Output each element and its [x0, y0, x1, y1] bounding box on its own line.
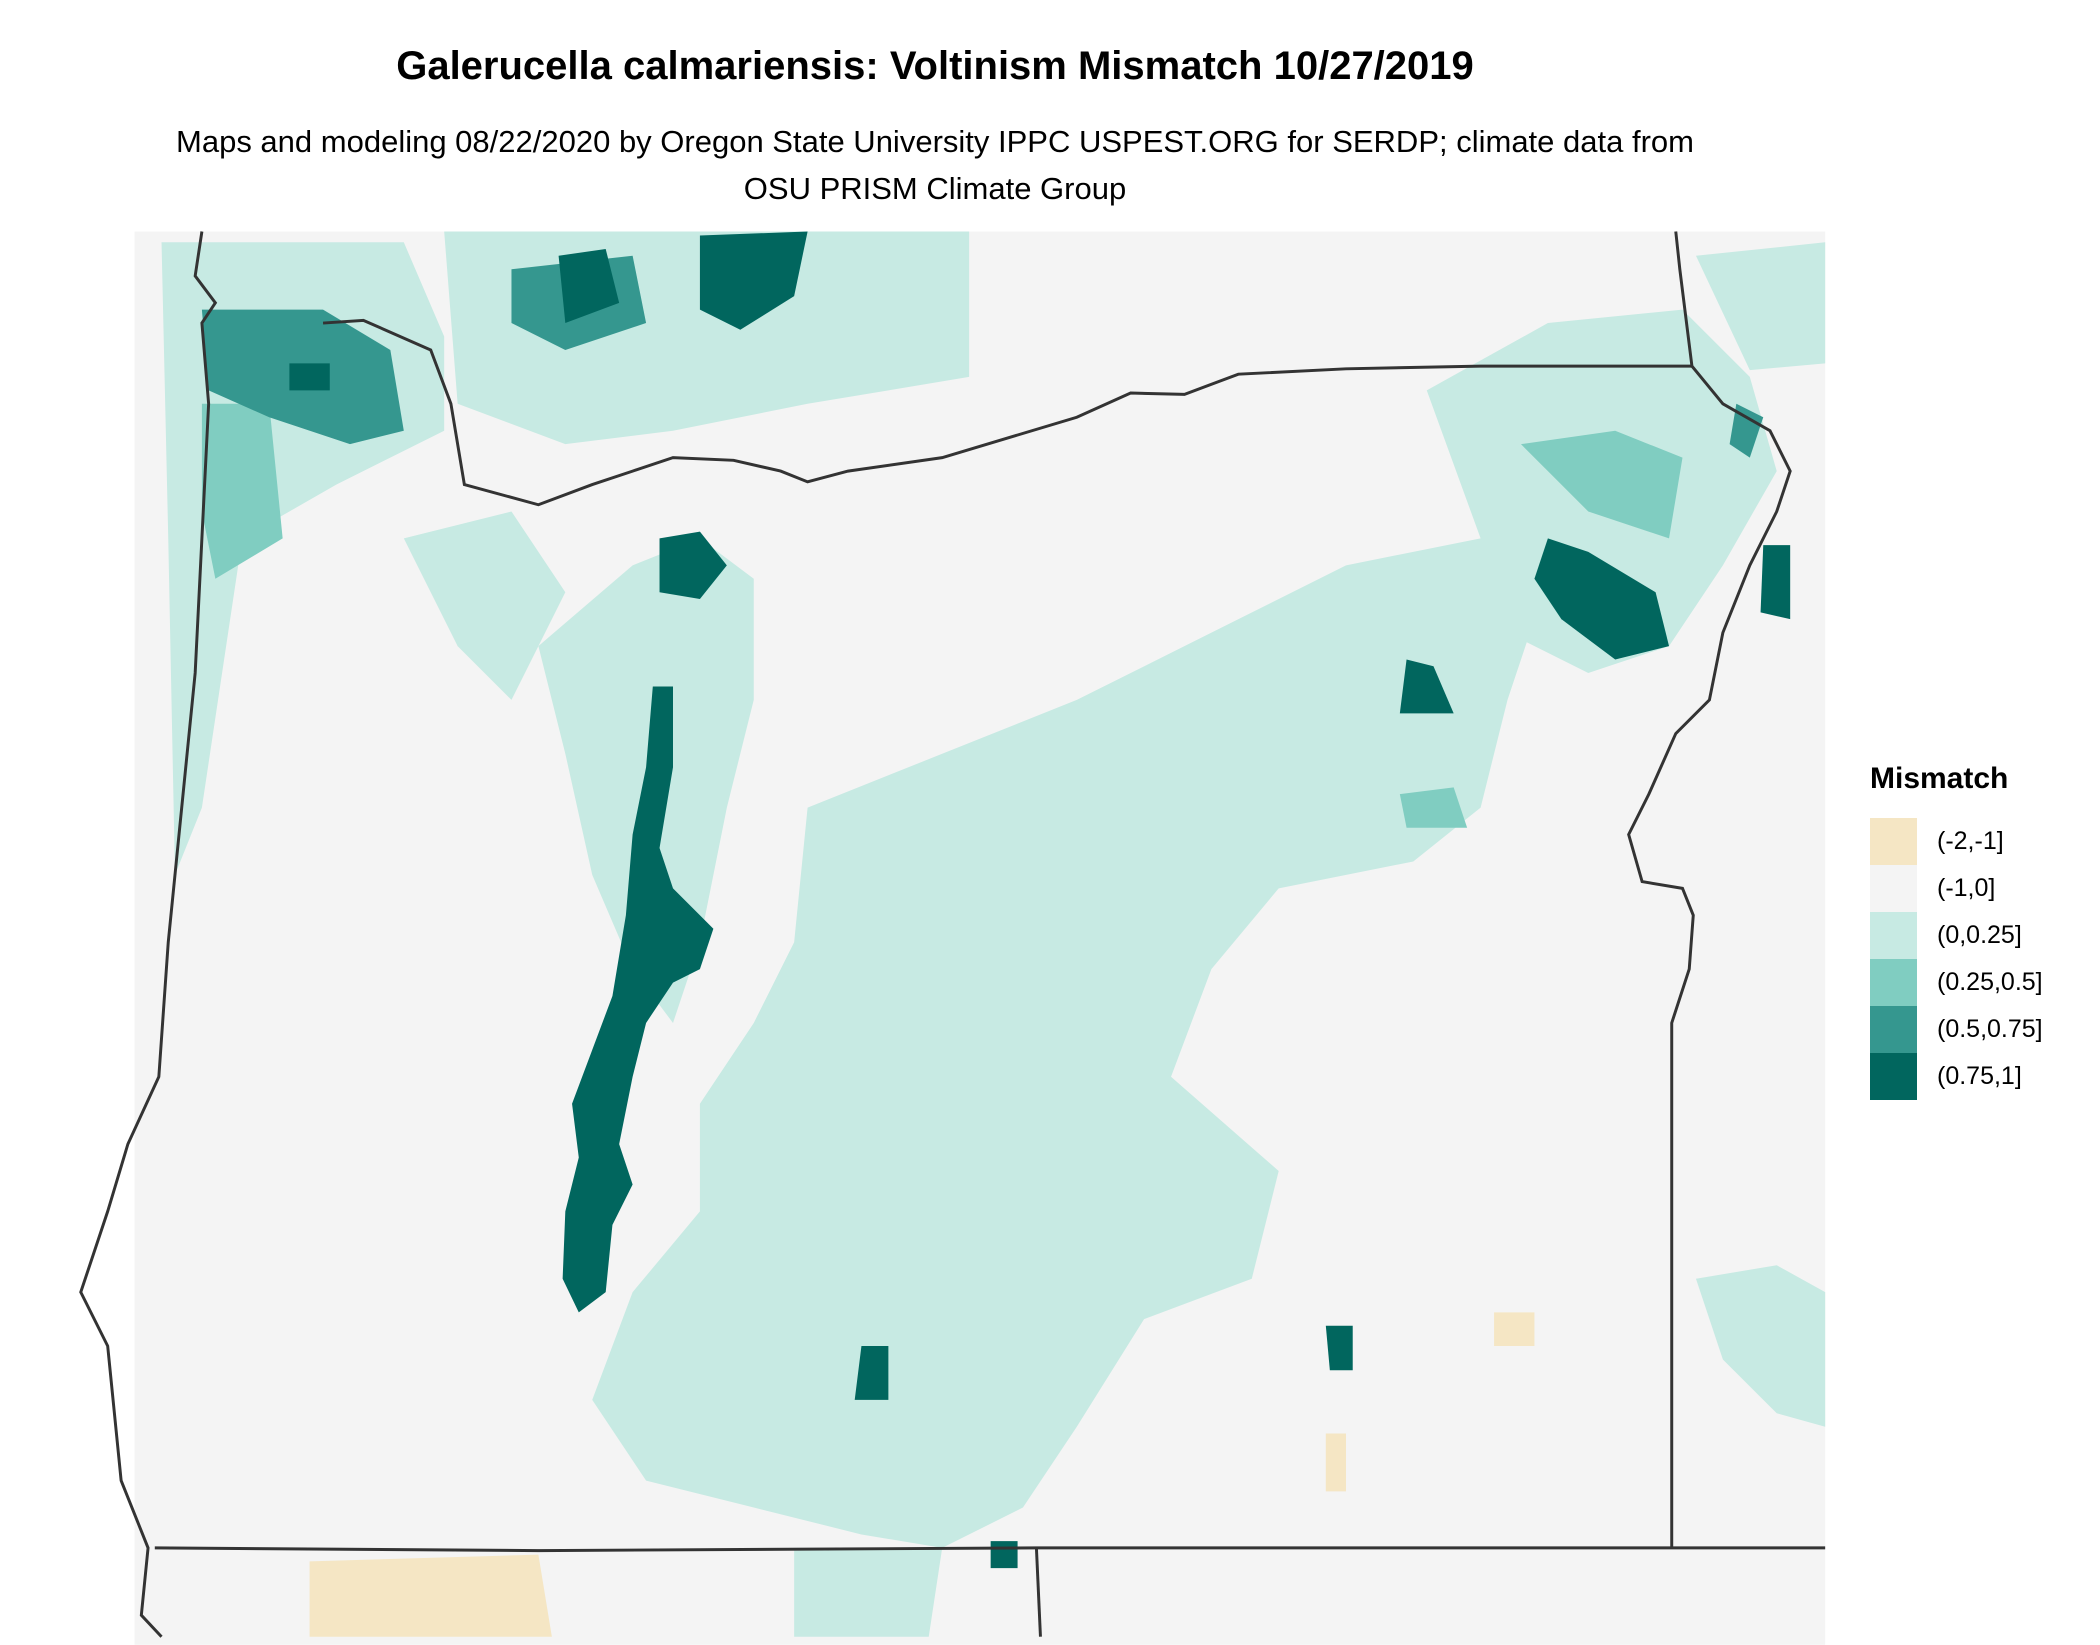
state-borders — [79, 231, 1826, 1638]
legend-swatch — [1870, 1006, 1917, 1053]
legend-swatch — [1870, 865, 1917, 912]
legend-swatch — [1870, 818, 1917, 865]
legend-label: (0,0.25] — [1937, 921, 2022, 949]
legend: Mismatch (-2,-1] (-1,0] (0,0.25] (0.25,0.5]… — [1870, 762, 2043, 1100]
legend-item: (-2,-1] — [1870, 818, 2043, 865]
mismatch-zone-high — [289, 231, 1791, 1569]
legend-item: (0.5,0.75] — [1870, 1006, 2043, 1053]
legend-label: (-1,0] — [1937, 874, 1996, 902]
legend-swatch — [1870, 912, 1917, 959]
map-title: Galerucella calmariensis: Voltinism Mism… — [396, 44, 1474, 88]
map-subtitle: Maps and modeling 08/22/2020 by Oregon S… — [176, 124, 1694, 206]
legend-swatch — [1870, 959, 1917, 1006]
legend-label: (-2,-1] — [1937, 827, 2004, 855]
legend-title: Mismatch — [1870, 762, 2009, 795]
mismatch-zone-negative — [309, 1312, 1535, 1637]
legend-label: (0.5,0.75] — [1937, 1015, 2043, 1043]
legend-item: (-1,0] — [1870, 865, 2043, 912]
legend-label: (0.75,1] — [1937, 1062, 2022, 1090]
legend-item: (0.25,0.5] — [1870, 959, 2043, 1006]
legend-label: (0.25,0.5] — [1937, 968, 2043, 996]
legend-item: (0,0.25] — [1870, 912, 2043, 959]
legend-item: (0.75,1] — [1870, 1053, 2043, 1100]
legend-swatch — [1870, 1053, 1917, 1100]
